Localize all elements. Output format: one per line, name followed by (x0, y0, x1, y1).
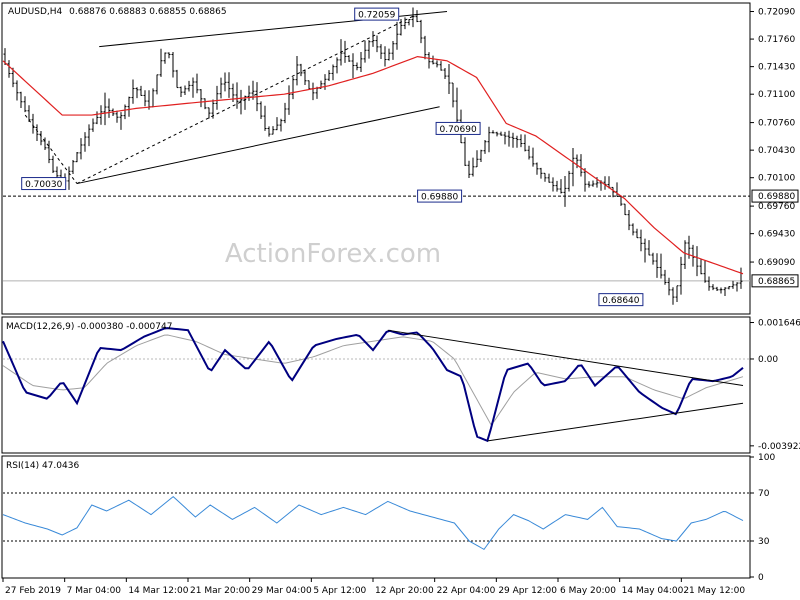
last-price-tag: 0.68865 (751, 274, 799, 288)
last-price-label: 0.68865 (758, 277, 795, 287)
rsi-tick-label: 30 (758, 537, 770, 547)
annotation-box (21, 177, 67, 191)
macd-trendline-1 (487, 402, 744, 442)
moving-average-line (2, 55, 744, 275)
x-tick-label: 7 Mar 04:00 (67, 586, 122, 596)
annotation-label: 0.69880 (421, 193, 458, 203)
annotation-box (354, 7, 400, 21)
last-price-box (751, 274, 799, 288)
rsi-tick-label: 0 (758, 573, 764, 583)
rsi-y-axis: 100 70 30 0 (750, 453, 775, 583)
rsi-levels (3, 492, 750, 542)
macd-signal-line (2, 334, 744, 425)
x-tick-label: 29 Mar 04:00 (252, 586, 312, 596)
x-axis: 27 Feb 2019 7 Mar 04:00 14 Mar 12:00 21 Mar… (2, 578, 745, 596)
price-tick-label: 0.70760 (758, 119, 795, 129)
price-annotation: 0.70030 (21, 177, 67, 191)
annotation-label: 0.70690 (439, 125, 476, 135)
macd-trendlines (387, 329, 744, 442)
x-tick-label: 21 Mar 20:00 (190, 586, 250, 596)
x-tick-label: 21 May 12:00 (683, 586, 745, 596)
x-tick-label: 22 Apr 04:00 (437, 586, 496, 596)
rsi-tick-label: 100 (758, 453, 775, 463)
price-trendline-2 (24, 114, 78, 184)
annotation-label: 0.70030 (25, 180, 62, 190)
x-tick-label: 29 Apr 12:00 (498, 586, 557, 596)
price-annotations: 0.72059 0.70030 0.70690 0.69880 0.68640 (21, 7, 644, 307)
rsi-tick-label: 70 (758, 489, 770, 499)
macd-title: MACD(12,26,9) -0.000380 -0.000747 (6, 322, 172, 332)
macd-y-axis: 0.001646 0.00 -0.003922 (750, 319, 800, 452)
rsi-title: RSI(14) 47.0436 (6, 461, 79, 471)
ohlc-values: 0.68876 0.68883 0.68855 0.68865 (69, 7, 226, 17)
rsi-line (2, 495, 744, 551)
price-annotation: 0.69880 (417, 189, 463, 203)
support-line (3, 195, 750, 282)
watermark-text: ActionForex.com (225, 239, 441, 269)
x-tick-label: 6 May 20:00 (560, 586, 616, 596)
annotation-box (598, 293, 644, 307)
annotation-box (417, 189, 463, 203)
annotation-label: 0.68640 (602, 296, 639, 306)
macd-trendline-0 (387, 329, 744, 387)
price-y-axis: 0.72090 0.71760 0.71430 0.71100 0.70760 0.704… (750, 8, 799, 288)
price-tick-label: 0.70100 (758, 174, 795, 184)
macd-tick-label: -0.003922 (758, 442, 800, 452)
x-tick-label: 12 Apr 20:00 (375, 586, 434, 596)
rsi-panel-frame (1, 455, 751, 579)
macd-panel-frame (1, 316, 751, 454)
x-tick-label: 27 Feb 2019 (5, 586, 61, 596)
symbol-title: AUDUSD,H4 (8, 7, 63, 17)
price-tick-label: 0.71100 (758, 90, 795, 100)
price-tick-label: 0.71430 (758, 63, 795, 73)
price-annotation: 0.68640 (598, 293, 644, 307)
macd-tick-label: 0.00 (758, 355, 778, 365)
price-tick-label: 0.71760 (758, 35, 795, 45)
watermark: ActionForex.com (225, 239, 441, 269)
support-label: 0.69880 (758, 192, 795, 202)
x-tick-label: 14 May 04:00 (622, 586, 684, 596)
macd-main-line (2, 327, 744, 443)
price-panel-frame (1, 2, 751, 315)
macd-tick-label: 0.001646 (758, 319, 800, 329)
price-tick-label: 0.70430 (758, 146, 795, 156)
annotation-box (435, 121, 481, 135)
price-trendline-1 (76, 106, 440, 185)
support-box (751, 189, 799, 203)
price-tick-label: 0.69090 (758, 258, 795, 268)
price-annotation: 0.70690 (435, 121, 481, 135)
price-annotation: 0.72059 (354, 7, 400, 21)
price-header: AUDUSD,H4 0.68876 0.68883 0.68855 0.6886… (8, 7, 227, 17)
x-tick-label: 14 Mar 12:00 (128, 586, 188, 596)
annotation-label: 0.72059 (358, 11, 395, 21)
price-tick-label: 0.72090 (758, 8, 795, 18)
x-tick-label: 5 Apr 12:00 (313, 586, 366, 596)
support-tag: 0.69880 (751, 189, 799, 203)
price-tick-label: 0.69760 (758, 202, 795, 212)
price-tick-label: 0.69430 (758, 230, 795, 240)
